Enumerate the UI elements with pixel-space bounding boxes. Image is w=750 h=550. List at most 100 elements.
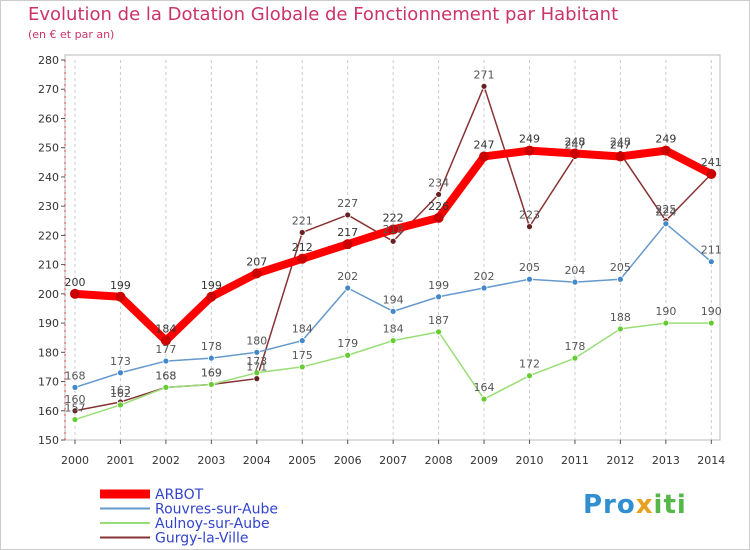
x-tick-label: 2013: [652, 454, 680, 467]
x-tick-label: 2007: [379, 454, 407, 467]
y-tick-label: 250: [38, 142, 59, 155]
data-label: 227: [337, 197, 358, 210]
data-label: 241: [701, 156, 722, 169]
data-label: 164: [474, 381, 495, 394]
data-point: [615, 151, 626, 162]
data-point: [524, 145, 535, 156]
data-label: 168: [155, 369, 176, 382]
chart-subtitle: (en € et par an): [28, 28, 115, 41]
y-tick-label: 150: [38, 434, 59, 447]
legend-label: Aulnoy-sur-Aube: [155, 516, 270, 532]
data-point: [70, 288, 80, 299]
data-label: 234: [428, 176, 449, 189]
data-label: 223: [519, 209, 540, 222]
proxiti-logo: Proxiti: [583, 490, 687, 520]
data-point: [435, 293, 443, 301]
legend-label: Rouvres-sur-Aube: [155, 502, 278, 518]
data-label: 248: [610, 136, 631, 149]
y-tick-label: 210: [38, 259, 59, 272]
data-point: [526, 275, 533, 283]
x-tick-label: 2003: [197, 454, 225, 467]
data-label: 180: [246, 334, 267, 347]
data-label: 177: [155, 343, 176, 356]
x-tick-label: 2014: [697, 454, 725, 467]
data-point: [433, 212, 444, 223]
data-point: [526, 223, 533, 231]
data-label: 211: [701, 244, 722, 257]
data-label: 249: [655, 133, 676, 146]
data-label: 184: [292, 323, 313, 336]
data-label: 194: [383, 293, 404, 306]
data-point: [344, 284, 352, 292]
y-tick-label: 230: [38, 200, 59, 213]
data-label: 205: [610, 261, 631, 274]
data-point: [207, 354, 215, 362]
logo-part-2: x: [635, 490, 654, 520]
data-point: [480, 395, 488, 403]
data-point: [297, 253, 308, 264]
y-tick-label: 280: [38, 54, 59, 67]
data-point: [160, 335, 171, 346]
data-label: 169: [201, 366, 222, 379]
grid-lines: [74, 60, 712, 440]
data-label: 179: [337, 337, 358, 350]
data-point: [388, 224, 399, 235]
data-point: [707, 258, 715, 266]
x-tick-label: 2005: [288, 454, 316, 467]
data-point: [435, 328, 443, 336]
data-point: [342, 239, 353, 250]
data-point: [660, 145, 671, 156]
data-label: 187: [428, 314, 449, 327]
x-tick-label: 2002: [152, 454, 180, 467]
data-point: [571, 354, 579, 362]
y-tick-label: 180: [38, 346, 59, 359]
data-label: 168: [65, 369, 86, 382]
data-label: 217: [337, 226, 358, 239]
data-point: [571, 278, 579, 286]
data-point: [251, 268, 262, 279]
logo-part-3: iti: [653, 490, 687, 520]
data-label: 226: [428, 200, 449, 213]
data-point: [206, 291, 217, 302]
data-label: 202: [337, 270, 358, 283]
data-point: [480, 82, 488, 90]
legend-label: Gurgy-la-Ville: [155, 531, 248, 547]
data-label: 199: [110, 279, 131, 292]
x-tick-label: 2012: [606, 454, 634, 467]
data-label: 247: [564, 138, 585, 151]
data-label: 190: [655, 305, 676, 318]
x-tick-label: 2006: [334, 454, 362, 467]
x-tick-label: 2008: [425, 454, 453, 467]
data-point: [117, 401, 124, 409]
data-point: [253, 369, 261, 377]
y-tick-label: 240: [38, 171, 59, 184]
data-label: 249: [519, 133, 540, 146]
data-point: [569, 148, 580, 159]
data-label: 171: [246, 361, 267, 374]
x-tick-label: 2011: [561, 454, 589, 467]
data-label: 178: [564, 340, 585, 353]
logo-part-1: Pro: [583, 490, 636, 520]
data-point: [298, 337, 306, 345]
data-label: 222: [383, 212, 404, 225]
data-point: [71, 407, 79, 415]
data-label: 212: [292, 241, 313, 254]
data-label: 172: [519, 358, 540, 371]
legend-label: ARBOT: [155, 487, 204, 503]
data-point: [253, 375, 261, 383]
data-point: [435, 191, 443, 198]
data-point: [71, 383, 79, 391]
data-point: [662, 319, 670, 327]
series-lines: [70, 82, 717, 423]
data-point: [207, 381, 215, 388]
data-label: 178: [201, 340, 222, 353]
x-tick-label: 2004: [243, 454, 271, 467]
data-point: [617, 325, 624, 333]
data-label: 241: [701, 156, 722, 169]
data-label: 157: [65, 402, 86, 415]
data-label: 207: [246, 255, 267, 268]
data-label: 199: [201, 279, 222, 292]
data-point: [253, 348, 261, 356]
data-label: 205: [519, 261, 540, 274]
